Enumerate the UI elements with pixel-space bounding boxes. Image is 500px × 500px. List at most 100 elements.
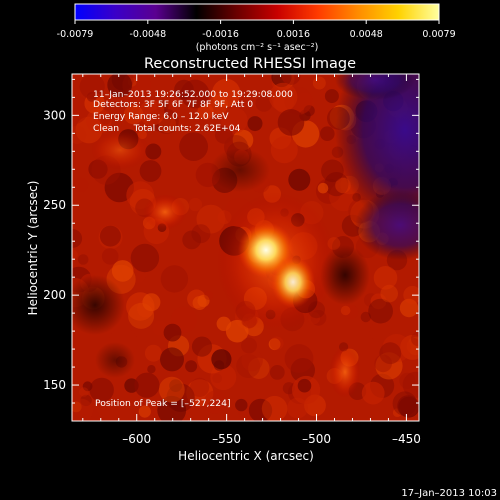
colorbar-ticks: -0.0079 -0.0048 -0.0016 0.0016 0.0048 0.0079: [57, 20, 456, 40]
texture-blob: [79, 387, 89, 397]
colorbar-tick-label: 0.0079: [422, 29, 455, 40]
texture-blob: [268, 338, 281, 351]
axis-ticks: –600 –550 –500 –450 150 200 250 300: [43, 74, 421, 446]
texture-blob: [180, 79, 210, 109]
texture-blob: [284, 344, 314, 373]
texture-blob: [232, 129, 254, 151]
texture-blob: [324, 172, 349, 197]
plot-title: Reconstructed RHESSI Image: [144, 56, 356, 72]
texture-blob: [169, 379, 183, 392]
texture-blob: [235, 398, 248, 412]
texture-blob: [281, 74, 301, 85]
texture-blob: [101, 247, 119, 265]
texture-blob: [188, 197, 203, 212]
texture-blob: [139, 160, 162, 182]
texture-blob: [208, 95, 229, 115]
texture-blob: [374, 354, 393, 373]
colorbar-tick-label: -0.0048: [129, 29, 166, 40]
texture-blob: [211, 349, 232, 370]
energy-range: Energy Range: 6.0 – 12.0 keV: [93, 111, 229, 122]
texture-blob: [361, 381, 385, 405]
warm-source: [143, 194, 187, 230]
texture-blob: [269, 82, 298, 112]
texture-blob: [158, 115, 177, 134]
texture-blob: [369, 321, 390, 342]
texture-blob: [324, 89, 339, 104]
texture-blob: [379, 342, 402, 365]
texture-blob: [397, 395, 419, 417]
texture-blob: [89, 377, 114, 403]
texture-blob: [77, 254, 89, 265]
texture-blob: [134, 372, 160, 398]
texture-blob: [402, 371, 419, 398]
y-tick-label: 250: [43, 198, 66, 212]
texture-blob: [123, 104, 144, 125]
texture-blob: [72, 398, 93, 421]
peak-position: Position of Peak = [–527,224]: [95, 398, 231, 409]
y-tick-label: 300: [43, 108, 66, 122]
texture-blob: [99, 225, 121, 247]
texture-blob: [399, 298, 419, 318]
texture-blob: [72, 249, 78, 260]
texture-blob: [139, 100, 165, 126]
texture-blob: [102, 99, 117, 113]
texture-blob: [82, 381, 93, 392]
texture-blob: [138, 405, 151, 418]
texture-blob: [270, 136, 298, 164]
texture-blob: [248, 398, 273, 421]
texture-blob: [157, 395, 187, 421]
warm-source: [90, 130, 150, 170]
y-tick-label: 150: [43, 378, 66, 392]
warm-source: [329, 346, 361, 398]
clean-counts: Clean Total counts: 2.62E+04: [93, 123, 241, 134]
texture-blob: [72, 229, 83, 248]
negative-region: [355, 190, 419, 260]
texture-blob: [399, 372, 416, 389]
texture-blob: [185, 360, 198, 373]
texture-blob: [204, 291, 214, 300]
texture-blob: [375, 352, 403, 380]
texture-blob: [213, 360, 225, 371]
texture-blob: [197, 294, 210, 307]
texture-blob: [225, 319, 249, 343]
texture-blob: [303, 105, 315, 117]
texture-blob: [144, 344, 162, 362]
texture-blob: [179, 132, 209, 162]
y-axis-label: Heliocentric Y (arcsec): [26, 181, 40, 316]
texture-blob: [107, 74, 133, 98]
texture-blob: [247, 116, 263, 132]
dark-region: [72, 275, 125, 335]
texture-blob: [392, 391, 417, 416]
main-source-tail: [271, 256, 315, 308]
texture-blob: [241, 337, 257, 354]
x-tick-label: –550: [212, 432, 241, 446]
texture-blob: [214, 125, 233, 144]
texture-blob: [163, 323, 182, 342]
texture-blob: [130, 243, 160, 273]
texture-blob: [216, 316, 231, 331]
texture-blob: [241, 349, 263, 372]
detectors: Detectors: 3F 5F 6F 7F 8F 9F, Att 0: [93, 99, 253, 110]
negative-region: [335, 74, 415, 100]
texture-blob: [368, 298, 393, 324]
texture-blob: [111, 260, 134, 282]
colorbar-tick-label: 0.0016: [277, 29, 310, 40]
texture-blob: [147, 365, 156, 374]
texture-blob: [158, 376, 185, 403]
texture-blob: [288, 168, 311, 191]
texture-blob: [317, 182, 329, 194]
texture-blob: [212, 373, 222, 384]
info-block: 11–Jan–2013 19:26:52.000 to 19:29:08.000…: [93, 89, 293, 134]
texture-blob: [191, 336, 213, 357]
texture-blob: [261, 395, 288, 421]
texture-blob: [380, 284, 399, 303]
texture-blob: [182, 230, 202, 250]
dark-region: [95, 342, 135, 378]
texture-blob: [204, 390, 228, 414]
negative-region: [335, 74, 419, 225]
texture-blob: [72, 125, 87, 144]
x-tick-label: –500: [302, 432, 331, 446]
colorbar-tick-label: 0.0048: [350, 29, 383, 40]
texture-blob: [344, 304, 359, 319]
